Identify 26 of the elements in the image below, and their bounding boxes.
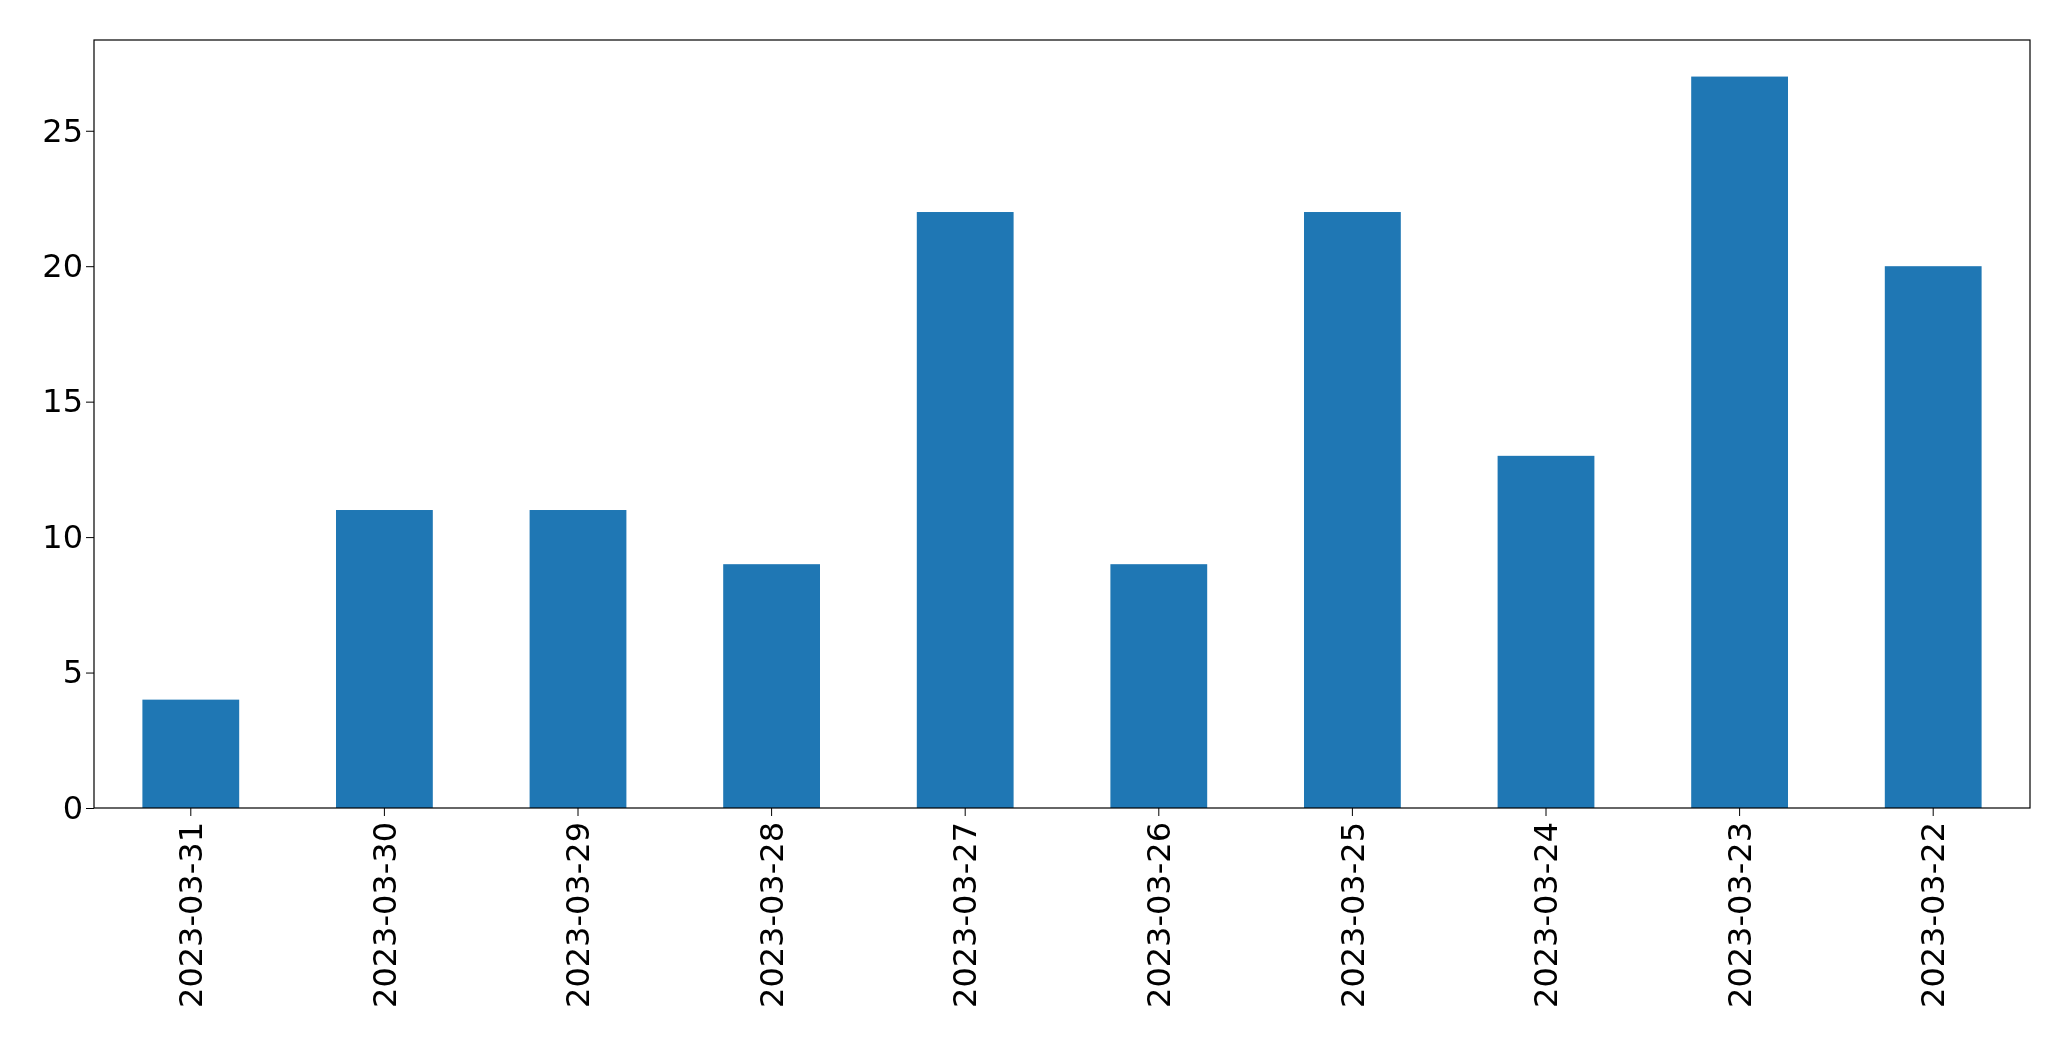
bar — [336, 510, 433, 808]
bar — [916, 212, 1014, 808]
y-tick-label: 0 — [62, 788, 83, 827]
bar — [1497, 455, 1595, 808]
bar — [1691, 76, 1788, 808]
x-tick-label: 2023-03-22 — [1914, 822, 1953, 1008]
x-tick-label: 2023-03-23 — [1720, 822, 1759, 1008]
x-tick-label: 2023-03-27 — [946, 822, 985, 1008]
x-tick-label: 2023-03-25 — [1333, 822, 1372, 1008]
y-tick-label: 20 — [42, 246, 83, 285]
y-tick-label: 10 — [42, 517, 83, 556]
bar — [1110, 564, 1208, 808]
x-tick-label: 2023-03-26 — [1140, 822, 1178, 1008]
bar — [142, 699, 240, 808]
bar — [1884, 266, 1982, 808]
bar — [1304, 212, 1401, 808]
x-tick-label: 2023-03-24 — [1527, 822, 1566, 1008]
bar — [723, 564, 820, 808]
x-tick-label: 2023-03-30 — [365, 822, 404, 1008]
x-tick-label: 2023-03-28 — [752, 822, 791, 1008]
x-tick-label: 2023-03-31 — [172, 822, 210, 1008]
y-tick-label: 5 — [62, 653, 83, 692]
bar — [529, 510, 627, 808]
x-tick-label: 2023-03-29 — [559, 822, 598, 1008]
y-tick-label: 15 — [42, 382, 83, 421]
y-tick-label: 25 — [42, 111, 83, 150]
